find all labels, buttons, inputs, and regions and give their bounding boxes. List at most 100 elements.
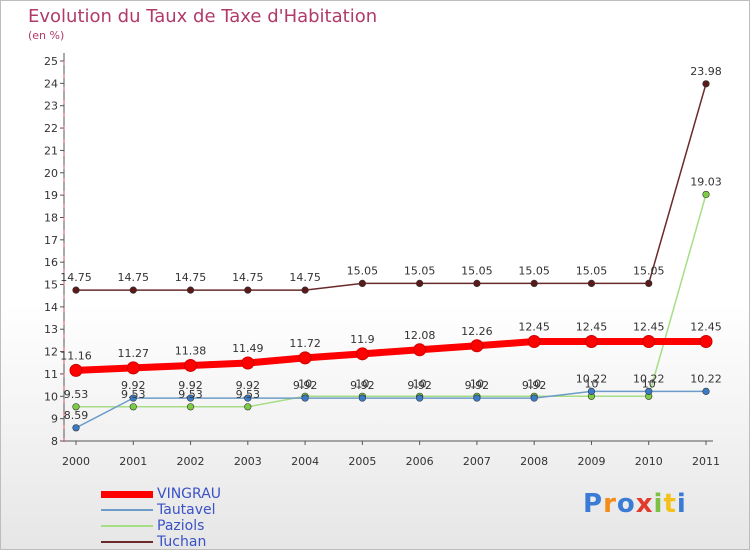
logo-letter: i (676, 489, 687, 519)
data-label: 9.53 (178, 388, 203, 401)
data-point (241, 356, 255, 370)
y-tick-label: 20 (44, 167, 58, 180)
data-point (298, 351, 312, 365)
proxiti-logo: Proxiti (583, 489, 687, 519)
data-point (587, 279, 596, 288)
x-tick-label: 2011 (692, 455, 720, 468)
data-label: 8.59 (64, 409, 89, 422)
data-label: 10.22 (576, 372, 608, 385)
logo-letter: t (663, 489, 677, 519)
data-label: 10 (584, 377, 598, 390)
x-tick-label: 2005 (348, 455, 376, 468)
data-label: 12.45 (690, 321, 722, 334)
data-label: 14.75 (60, 271, 92, 284)
data-label: 10.22 (633, 372, 665, 385)
data-label: 10 (642, 377, 656, 390)
logo-letter: i (653, 489, 664, 519)
data-point (584, 335, 598, 349)
x-tick-label: 2006 (406, 455, 434, 468)
data-label: 12.45 (576, 321, 608, 334)
x-tick-label: 2008 (520, 455, 548, 468)
data-label: 12.45 (518, 321, 550, 334)
x-tick-label: 2002 (177, 455, 205, 468)
data-point (473, 279, 481, 288)
y-tick-label: 17 (44, 234, 58, 247)
legend-swatch-tautavel (101, 509, 153, 511)
x-tick-label: 2010 (635, 455, 663, 468)
data-point (473, 394, 481, 402)
data-point (530, 279, 538, 288)
data-label: 15.05 (576, 264, 608, 277)
y-tick-label: 9 (51, 413, 58, 426)
series-line-tautavel (75, 390, 707, 429)
y-tick-label: 10 (44, 390, 58, 403)
data-point (186, 403, 195, 411)
x-tick-label: 2007 (463, 455, 491, 468)
series-line-vingrau (72, 338, 710, 374)
data-point (72, 403, 80, 411)
data-point (416, 279, 424, 288)
data-label: 23.98 (690, 65, 722, 78)
y-tick-label: 16 (44, 256, 58, 269)
data-point (72, 424, 80, 432)
legend-label: Tuchan (157, 534, 207, 550)
y-tick-label: 21 (44, 144, 58, 157)
series-line-paziols (75, 193, 707, 408)
data-point (72, 286, 80, 294)
data-point (470, 339, 484, 353)
data-label: 10 (355, 377, 369, 390)
data-point (702, 80, 710, 88)
logo-letter: P (583, 489, 604, 519)
data-label: 15.05 (461, 264, 493, 277)
y-tick-label: 11 (44, 368, 58, 381)
y-tick-label: 19 (44, 189, 58, 202)
data-label: 9.92 (465, 379, 490, 392)
y-tick-label: 18 (44, 211, 58, 224)
data-point (413, 343, 427, 357)
data-label: 10 (298, 377, 312, 390)
data-label: 11.38 (175, 344, 207, 357)
data-point (69, 363, 83, 377)
data-label: 9.92 (293, 379, 318, 392)
logo-letter: x (635, 489, 654, 519)
logo-letter: r (603, 489, 617, 519)
data-label: 14.75 (118, 271, 150, 284)
data-label: 9.92 (178, 379, 203, 392)
data-label: 19.03 (690, 175, 722, 188)
data-point (699, 335, 713, 349)
data-label: 14.75 (289, 271, 321, 284)
data-point (184, 358, 198, 372)
data-point (527, 335, 541, 349)
data-label: 9.92 (121, 379, 146, 392)
y-tick-label: 15 (44, 279, 58, 292)
legend-label: Tautavel (157, 502, 216, 518)
data-label: 15.05 (404, 264, 436, 277)
data-label: 9.92 (236, 379, 261, 392)
data-label: 11.49 (232, 342, 264, 355)
data-label: 14.75 (175, 271, 207, 284)
chart-title: Evolution du Taux de Taxe d'Habitation (28, 6, 378, 27)
data-point (244, 394, 252, 402)
data-point (126, 361, 140, 375)
data-point (129, 286, 137, 294)
data-label: 9.92 (407, 379, 432, 392)
legend-label: VINGRAU (157, 486, 222, 502)
data-label: 15.05 (347, 264, 379, 277)
data-label: 12.08 (404, 329, 436, 342)
y-tick-label: 14 (44, 301, 58, 314)
y-tick-label: 24 (44, 77, 58, 90)
x-tick-label: 2004 (291, 455, 319, 468)
data-point (129, 394, 137, 402)
data-point (416, 394, 424, 402)
legend-swatch-tuchan (101, 541, 153, 543)
unit-label: (en %) (28, 29, 65, 42)
data-point (645, 279, 653, 288)
data-label: 10.22 (690, 372, 722, 385)
data-point (702, 387, 710, 395)
data-point (587, 387, 596, 395)
series-line-tuchan (75, 83, 707, 291)
logo-letter: o (616, 489, 636, 519)
data-label: 15.05 (518, 264, 550, 277)
data-point (358, 394, 366, 402)
